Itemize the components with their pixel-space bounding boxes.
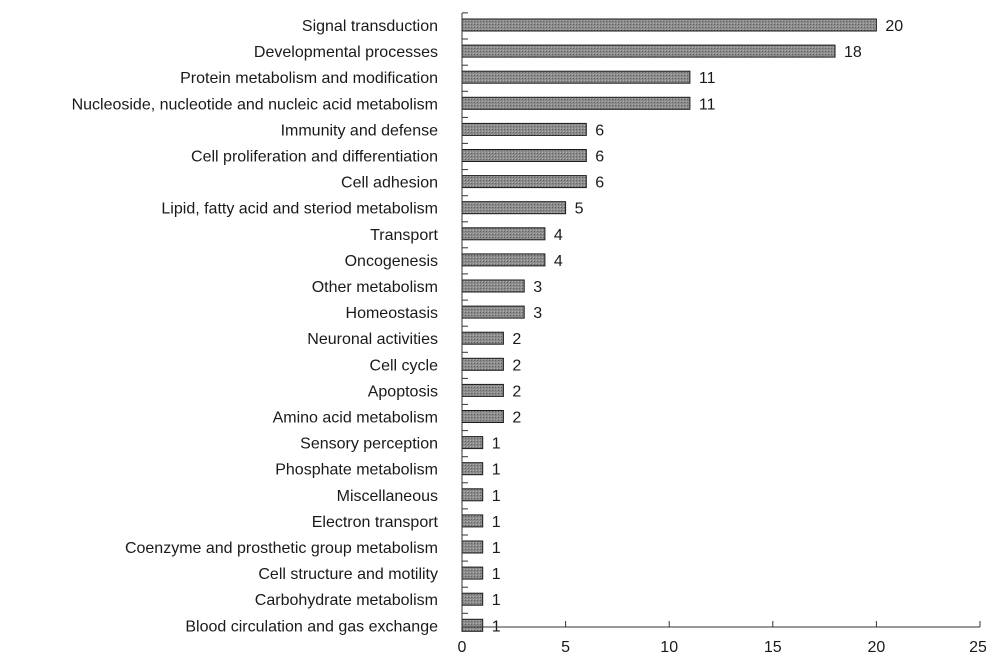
category-label: Cell adhesion	[341, 175, 438, 192]
category-label: Electron transport	[312, 514, 439, 531]
category-label: Blood circulation and gas exchange	[185, 618, 438, 635]
data-label: 2	[512, 357, 521, 374]
data-label: 1	[492, 436, 501, 453]
category-label: Oncogenesis	[345, 253, 438, 270]
data-label: 6	[595, 122, 604, 139]
data-label: 3	[533, 279, 542, 296]
axes-group: 0 5 10 15 20 25	[458, 12, 986, 656]
category-label: Cell proliferation and differentiation	[191, 149, 438, 166]
bar	[461, 44, 836, 58]
data-label: 1	[492, 566, 501, 583]
category-label: Apoptosis	[368, 383, 438, 400]
bar	[461, 410, 504, 423]
x-tick-label: 10	[660, 639, 678, 656]
category-label: Protein metabolism and modification	[180, 70, 438, 87]
bar	[461, 149, 587, 162]
data-label: 4	[554, 253, 563, 270]
bar	[461, 566, 484, 580]
category-label: Lipid, fatty acid and steriod metabolism	[161, 201, 438, 218]
category-label: Immunity and defense	[281, 122, 439, 139]
data-label: 20	[885, 18, 903, 35]
bar	[461, 514, 484, 528]
bar	[461, 436, 484, 450]
category-label: Miscellaneous	[337, 488, 438, 505]
category-label: Transport	[370, 227, 438, 244]
data-label: 18	[844, 44, 862, 61]
data-label: 1	[492, 540, 501, 557]
x-tick-label: 25	[969, 639, 986, 656]
category-labels-group: Signal transduction Developmental process…	[72, 18, 439, 635]
bar	[461, 540, 484, 554]
data-label: 6	[595, 149, 604, 166]
data-label: 4	[554, 227, 563, 244]
category-label: Amino acid metabolism	[273, 410, 438, 427]
bar	[461, 331, 504, 345]
x-tick-label: 0	[458, 639, 467, 656]
category-label: Phosphate metabolism	[275, 462, 438, 479]
data-label: 1	[492, 592, 501, 609]
bar	[461, 122, 587, 136]
bar	[461, 227, 546, 241]
bar	[461, 592, 484, 606]
category-label: Carbohydrate metabolism	[255, 592, 438, 609]
bar	[461, 175, 587, 189]
bar	[461, 462, 484, 476]
category-label: Nucleoside, nucleotide and nucleic acid …	[72, 96, 438, 113]
data-label: 1	[492, 462, 501, 479]
data-label: 2	[512, 410, 521, 427]
bar	[461, 18, 877, 32]
category-label: Other metabolism	[312, 279, 438, 296]
data-label: 1	[492, 488, 501, 505]
x-tick-label: 15	[764, 639, 782, 656]
bar	[461, 488, 484, 502]
data-label: 5	[575, 201, 584, 218]
data-label: 2	[512, 383, 521, 400]
category-label: Developmental processes	[254, 44, 438, 61]
bar	[461, 279, 525, 293]
bar	[461, 618, 484, 632]
bar	[461, 383, 504, 397]
category-label: Signal transduction	[302, 18, 438, 35]
x-tick-label: 5	[561, 639, 570, 656]
bar	[461, 70, 691, 84]
bar	[461, 253, 546, 267]
bar	[461, 96, 691, 110]
bar	[461, 201, 567, 215]
data-label: 2	[512, 331, 521, 348]
data-label: 1	[492, 514, 501, 531]
category-label: Homeostasis	[346, 305, 438, 322]
data-label: 6	[595, 175, 604, 192]
category-label: Cell cycle	[370, 357, 439, 374]
x-tick-label: 20	[868, 639, 886, 656]
category-label: Sensory perception	[300, 436, 438, 453]
data-label: 3	[533, 305, 542, 322]
data-label: 11	[699, 70, 716, 87]
bar	[461, 305, 525, 319]
data-label: 11	[699, 96, 716, 113]
category-label: Coenzyme and prosthetic group metabolism	[125, 540, 438, 557]
category-label: Neuronal activities	[307, 331, 438, 348]
bars-group	[461, 18, 877, 632]
category-label: Cell structure and motility	[258, 566, 438, 583]
bar	[461, 357, 504, 371]
